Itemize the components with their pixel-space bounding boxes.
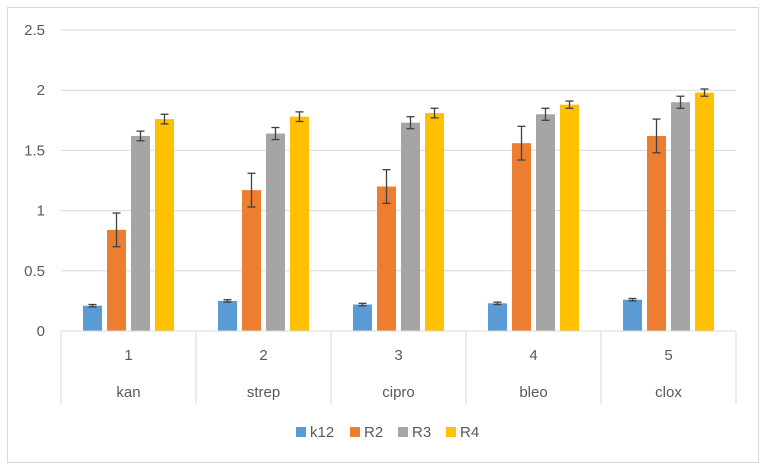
legend-swatch-k12: [296, 427, 306, 437]
x-tick-label-name: bleo: [519, 384, 547, 401]
legend-swatch-R3: [398, 427, 408, 437]
x-tick-label-number: 1: [124, 347, 132, 364]
bar-R4-1: [155, 119, 174, 331]
bar-k12-4: [488, 303, 507, 331]
bar-R4-4: [560, 104, 579, 331]
error-bars: [88, 88, 709, 308]
y-axis-ticks: 0 0.5 1 1.5 2 2.5: [24, 22, 45, 340]
legend-swatch-R4: [446, 427, 456, 437]
bar-k12-1: [83, 305, 102, 331]
bar-k12-5: [623, 299, 642, 331]
bar-R3-3: [401, 122, 420, 331]
y-tick-label: 0: [37, 323, 45, 340]
legend-label-R2: R2: [364, 424, 383, 441]
x-tick-label-name: strep: [247, 384, 280, 401]
legend-swatch-R2: [350, 427, 360, 437]
legend: k12 R2 R3 R4: [296, 424, 479, 441]
y-tick-label: 0.5: [24, 263, 45, 280]
x-axis: 1 kan 2 strep 3 cipro 4 bleo 5 clox: [60, 330, 737, 404]
bar-R3-4: [536, 114, 555, 331]
bar-k12-3: [353, 304, 372, 331]
bar-R2-3: [377, 186, 396, 331]
y-tick-label: 2: [37, 82, 45, 99]
y-tick-label: 2.5: [24, 22, 45, 39]
bar-R4-2: [290, 116, 309, 331]
bar-k12-2: [218, 300, 237, 331]
bar-R4-3: [425, 113, 444, 332]
x-tick-label-number: 5: [664, 347, 672, 364]
x-tick-label-number: 2: [259, 347, 267, 364]
x-tick-label-name: cipro: [382, 384, 415, 401]
bar-R4-5: [695, 92, 714, 331]
bar-R2-2: [242, 190, 261, 331]
bars: [83, 92, 714, 332]
x-tick-label-name: clox: [655, 384, 682, 401]
x-tick-label-name: kan: [116, 384, 140, 401]
bar-R2-1: [107, 229, 126, 331]
bar-R3-2: [266, 133, 285, 331]
legend-label-R3: R3: [412, 424, 431, 441]
bar-R3-5: [671, 102, 690, 332]
x-tick-label-number: 4: [529, 347, 537, 364]
x-tick-label-number: 3: [394, 347, 402, 364]
bar-R2-4: [512, 143, 531, 331]
legend-label-R4: R4: [460, 424, 479, 441]
bar-R2-5: [647, 135, 666, 331]
legend-label-k12: k12: [310, 424, 334, 441]
y-tick-label: 1: [37, 203, 45, 220]
y-tick-label: 1.5: [24, 142, 45, 159]
bar-R3-1: [131, 135, 150, 331]
